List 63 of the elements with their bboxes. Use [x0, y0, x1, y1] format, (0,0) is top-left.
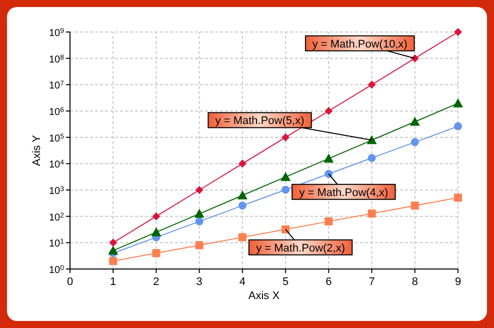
point — [152, 212, 160, 220]
point — [324, 217, 333, 226]
callout: y = Math.Pow(4,x) — [292, 173, 396, 200]
annotation: y = Math.Pow(4,x) — [299, 186, 388, 199]
x-tick-label: 3 — [196, 276, 202, 288]
y-tick-label: 10$^{4}$ — [48, 159, 64, 171]
y-tick-label: 10$^{5}$ — [48, 132, 64, 144]
point — [324, 107, 333, 115]
annotation: y = Math.Pow(2,x) — [256, 242, 346, 254]
point — [368, 154, 376, 162]
y-tick-label: 10$^{8}$ — [48, 54, 64, 66]
point — [282, 186, 290, 194]
x-tick-label: 9 — [454, 276, 462, 288]
point — [152, 249, 160, 258]
x-tick-label: 6 — [326, 276, 332, 288]
point — [195, 186, 204, 194]
point — [368, 210, 376, 218]
point — [454, 122, 462, 130]
point — [237, 190, 248, 200]
point — [366, 135, 377, 144]
point — [108, 246, 118, 255]
x-tick-label: 0 — [66, 276, 74, 288]
annotation: y = Math.Pow(10,x) — [312, 38, 408, 50]
y-tick-label: 10$^{6}$ — [48, 106, 64, 118]
point — [194, 208, 204, 218]
point — [280, 172, 291, 181]
point — [454, 28, 462, 36]
point — [324, 154, 334, 163]
point — [324, 170, 333, 178]
point — [410, 202, 419, 210]
point — [282, 133, 290, 142]
y-tick-label: 10$^{0}$ — [48, 264, 64, 276]
point — [238, 160, 246, 168]
x-axis-title: Axis X — [248, 290, 280, 302]
callout: y = Math.Pow(2,x) — [248, 228, 353, 256]
x-tick-label: 5 — [282, 276, 289, 288]
point — [282, 225, 290, 234]
x-tick-label: 7 — [368, 276, 375, 288]
point — [109, 257, 118, 266]
annotation: y = Math.Pow(5,x) — [215, 115, 304, 128]
point — [454, 194, 462, 202]
point — [195, 217, 204, 226]
point — [238, 233, 246, 242]
point — [109, 238, 118, 247]
point — [238, 202, 246, 210]
point — [368, 80, 376, 89]
x-tick-label: 8 — [412, 276, 418, 288]
point — [453, 98, 463, 108]
callout: y = Math.Pow(10,x) — [305, 35, 416, 59]
y-tick-label: 10$^{7}$ — [48, 80, 64, 92]
y-tick-label: 10$^{1}$ — [48, 238, 64, 250]
y-axis-title: Axis Y — [31, 134, 43, 166]
point — [410, 116, 420, 126]
callout: y = Math.Pow(5,x) — [208, 112, 372, 141]
y-tick-label: 10$^{2}$ — [48, 212, 64, 224]
y-tick-label: 10$^{3}$ — [48, 186, 64, 197]
x-tick-label: 1 — [110, 276, 116, 288]
y-tick-label: 10$^{9}$ — [48, 28, 64, 39]
x-tick-label: 4 — [239, 276, 246, 288]
x-tick-label: 2 — [153, 276, 160, 288]
point — [410, 138, 419, 146]
point — [195, 241, 204, 250]
point — [151, 227, 162, 236]
